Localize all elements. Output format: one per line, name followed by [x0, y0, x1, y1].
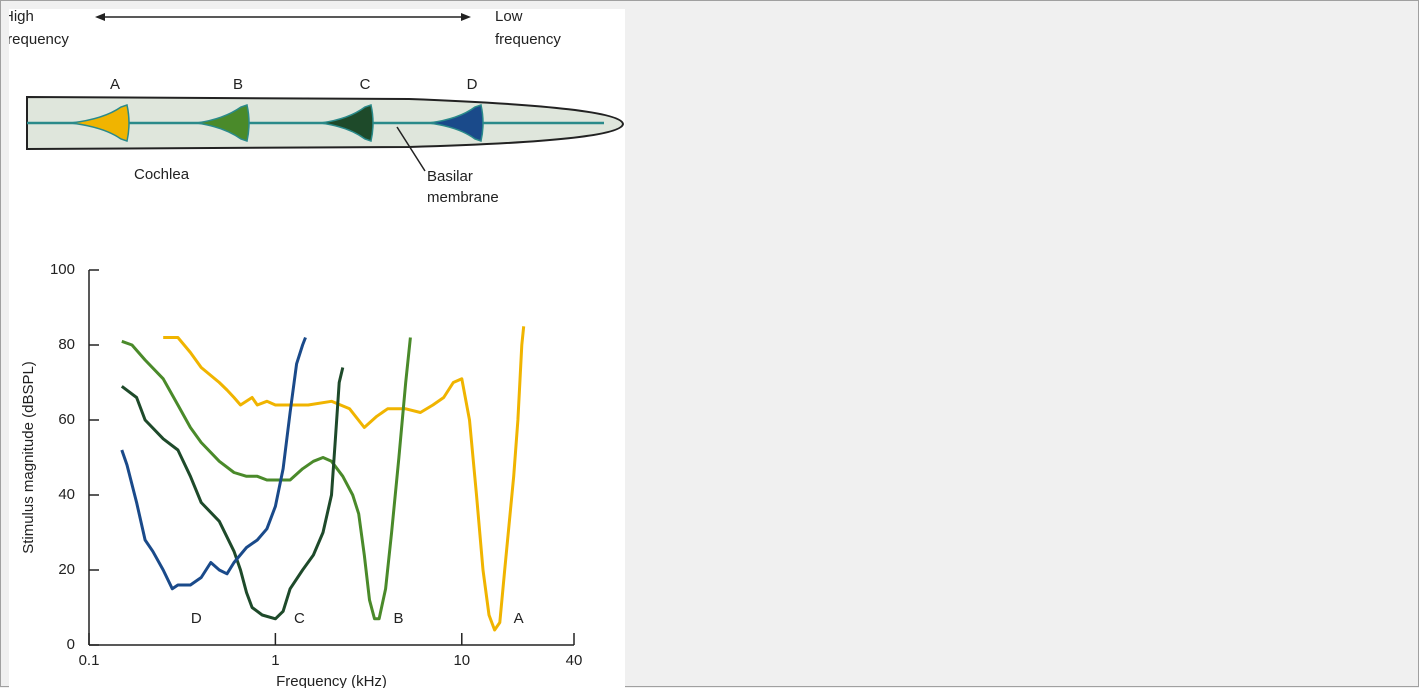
- low-label: frequency: [495, 31, 561, 48]
- tuning-curve: [120, 367, 345, 621]
- membrane-label: Basilar: [427, 168, 473, 185]
- response-b: [196, 104, 250, 142]
- x-tick-label: 1: [271, 652, 279, 669]
- position-label: B: [233, 76, 243, 93]
- figure: High frequency Low frequency A B C D Coc…: [9, 9, 625, 688]
- high-label: frequency: [9, 31, 69, 48]
- y-tick-label: 60: [58, 411, 75, 428]
- y-tick-label: 100: [50, 261, 75, 278]
- tuning-curve: [120, 336, 307, 591]
- low-label: Low: [495, 9, 523, 25]
- curve-label: D: [191, 610, 202, 627]
- high-label: High: [9, 9, 34, 25]
- x-tick-label: 40: [566, 652, 583, 669]
- y-axis-label: Stimulus magnitude (dBSPL): [20, 361, 37, 554]
- cochlea-label: Cochlea: [134, 166, 190, 183]
- curve-label: A: [514, 610, 524, 627]
- arrow-head: [461, 13, 471, 21]
- position-label: A: [110, 76, 120, 93]
- response-a: [70, 104, 130, 142]
- position-label: C: [360, 76, 371, 93]
- y-tick-label: 40: [58, 486, 75, 503]
- arrow-head: [95, 13, 105, 21]
- y-tick-label: 80: [58, 336, 75, 353]
- membrane-label: membrane: [427, 189, 499, 206]
- position-label: D: [467, 76, 478, 93]
- chart: 0 20 40 60 80 100 0.1 1 10 40 Frequency (kHz) Stimu…: [20, 261, 582, 688]
- y-tick-label: 20: [58, 561, 75, 578]
- x-tick-label: 0.1: [79, 652, 100, 669]
- response-c: [320, 104, 374, 142]
- x-axis-label: Frequency (kHz): [276, 673, 387, 688]
- y-tick-label: 0: [67, 636, 75, 653]
- tuning-curve: [121, 337, 412, 621]
- response-d: [428, 104, 484, 142]
- curve-label: C: [294, 610, 305, 627]
- tuning-curve: [163, 326, 526, 632]
- x-tick-label: 10: [453, 652, 470, 669]
- curve-label: B: [393, 610, 403, 627]
- pointer: [396, 126, 426, 172]
